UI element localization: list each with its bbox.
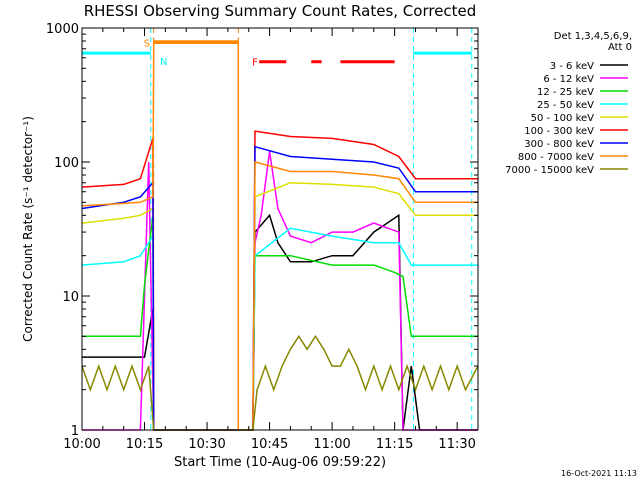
legend-label: 100 - 300 keV xyxy=(524,126,594,137)
legend-label: 300 - 800 keV xyxy=(524,139,594,150)
series-layer xyxy=(81,40,479,431)
x-axis-label: Start Time (10-Aug-06 09:59:22) xyxy=(174,455,386,470)
legend-label: 7000 - 15000 keV xyxy=(505,165,594,176)
x-tick-label: 10:30 xyxy=(188,437,225,452)
y-tick-label: 1 xyxy=(71,424,79,439)
x-tick-label: 11:15 xyxy=(376,437,413,452)
legend-header: Det 1,3,4,5,6,9, xyxy=(554,31,632,42)
legend-label: 6 - 12 keV xyxy=(543,74,594,85)
flag-N: N xyxy=(82,28,473,430)
series-line xyxy=(82,215,478,431)
flag-label: S xyxy=(144,38,150,49)
legend-label: 800 - 7000 keV xyxy=(518,152,594,163)
legend-label: 25 - 50 keV xyxy=(537,100,594,111)
flag-F: F xyxy=(252,58,395,69)
generated-timestamp: 16-Oct-2021 11:13 xyxy=(561,469,637,478)
chart-title: RHESSI Observing Summary Count Rates, Co… xyxy=(84,2,477,20)
y-tick-label: 100 xyxy=(54,156,79,171)
axes-layer: 1 10 100 1000 10:00 10:15 10:30 10:45 11:00 11:15… xyxy=(46,22,479,452)
x-tick-label: 10:45 xyxy=(251,437,288,452)
legend-header: Att 0 xyxy=(608,42,632,53)
y-axis-label: Corrected Count Rate (s⁻¹ detector⁻¹) xyxy=(21,116,35,342)
series-line xyxy=(81,334,479,431)
flag-S: S xyxy=(144,28,239,430)
x-tick-label: 11:00 xyxy=(313,437,350,452)
legend: Det 1,3,4,5,6,9,Att 0 3 - 6 keV 6 - 12 keV… xyxy=(505,31,632,176)
legend-label: 3 - 6 keV xyxy=(550,61,594,72)
x-tick-label: 10:00 xyxy=(63,437,100,452)
flags-layer: NS F xyxy=(82,28,473,430)
legend-label: 12 - 25 keV xyxy=(537,87,594,98)
x-tick-label: 10:15 xyxy=(126,437,163,452)
series-line xyxy=(81,130,478,431)
x-tick-label: 11:30 xyxy=(438,437,475,452)
plot-frame xyxy=(81,27,479,431)
series-line xyxy=(82,151,478,431)
flag-label: N xyxy=(160,57,167,68)
series-line xyxy=(81,40,478,431)
series-line xyxy=(81,145,478,431)
legend-label: 50 - 100 keV xyxy=(531,113,595,124)
y-tick-label: 1000 xyxy=(46,22,79,37)
flag-label: F xyxy=(252,58,258,69)
y-tick-label: 10 xyxy=(62,290,79,305)
